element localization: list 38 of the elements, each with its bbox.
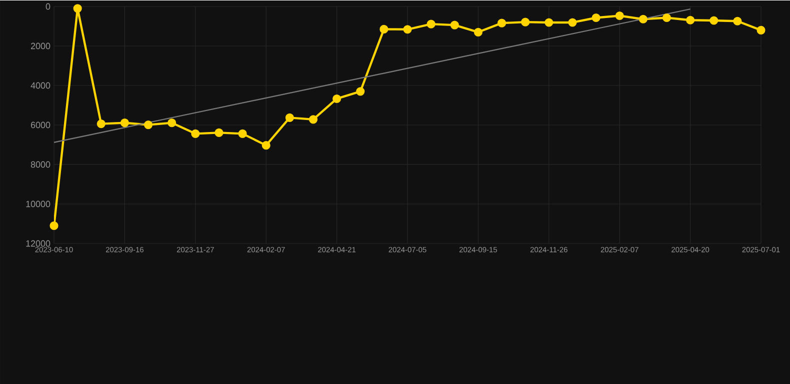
point: [544, 18, 554, 27]
point: [214, 128, 224, 137]
point: [332, 94, 342, 103]
y-tick-label: 2000: [30, 42, 50, 49]
point: [638, 14, 648, 24]
point: [497, 18, 506, 28]
point: [238, 129, 247, 138]
point: [426, 20, 436, 28]
y-tick-label: 6000: [30, 122, 50, 128]
point: [144, 120, 153, 129]
y-tick-label: 12000: [26, 240, 50, 246]
point: [662, 13, 672, 22]
point: [120, 118, 129, 127]
point: [592, 13, 600, 22]
point: [356, 86, 365, 96]
point: [568, 18, 577, 27]
y-tick-label: 10000: [26, 200, 50, 207]
y-tick-label: 0: [46, 3, 50, 10]
point: [73, 4, 82, 13]
point: [285, 113, 294, 122]
point: [403, 24, 412, 34]
point: [262, 140, 270, 150]
point: [756, 26, 766, 34]
y-tick-label: 4000: [30, 82, 50, 88]
point: [710, 16, 718, 25]
point: [686, 16, 695, 24]
point: [521, 18, 530, 26]
point: [168, 118, 176, 127]
point: [615, 11, 624, 20]
point: [191, 129, 200, 138]
point: [50, 221, 58, 230]
point: [733, 16, 742, 26]
y-tick-label: 8000: [30, 161, 50, 168]
point: [450, 20, 459, 30]
point: [308, 114, 318, 124]
point: [380, 24, 388, 34]
point: [96, 119, 106, 128]
point: [474, 28, 482, 36]
